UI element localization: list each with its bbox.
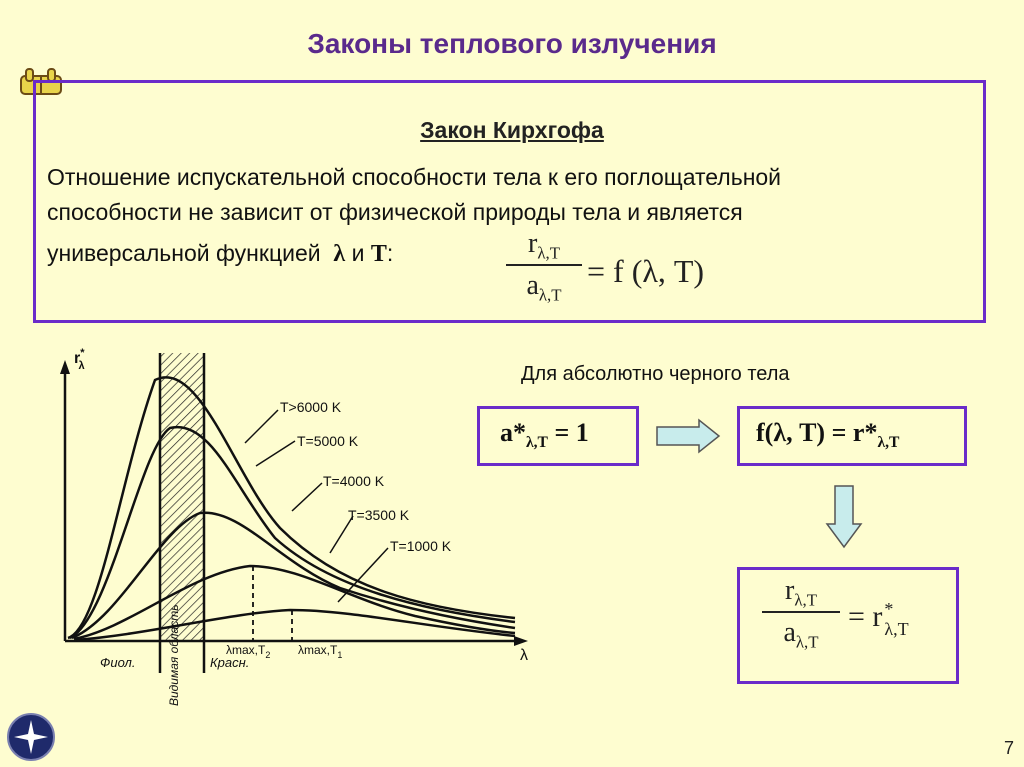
kirchhoff-fraction: rλ,T aλ,T: [506, 228, 582, 305]
leader-T4000: [291, 482, 323, 512]
lambda-max-label-2: λmax,T2: [226, 643, 270, 660]
absorptivity-formula: a*λ,T = 1: [500, 418, 589, 452]
curve-T5000: [69, 425, 516, 640]
law-text-line-3: универсальной функцией λ и T:: [47, 240, 393, 268]
function-formula: f(λ, T) = r*λ,T: [756, 418, 900, 452]
curve-T3500: [73, 564, 516, 641]
function-box: [737, 406, 967, 466]
leader-T1000: [337, 547, 389, 603]
var-T: T: [370, 241, 387, 267]
law-title: Закон Кирхгофа: [420, 117, 604, 143]
page-number: 7: [1003, 738, 1014, 758]
curve-label-T1000: T=1000 K: [390, 538, 452, 554]
star-logo-icon: [7, 713, 55, 761]
region-red-label: Красн.: [210, 655, 249, 670]
result-rhs: = r * λ,T: [848, 599, 909, 640]
lambda-max-label-1: λmax,T1: [298, 643, 342, 660]
page-title: Законы теплового излучения: [307, 28, 717, 59]
y-axis-label: r* λ: [74, 347, 85, 372]
result-fraction: rλ,T aλ,T: [762, 575, 840, 652]
formula-denominator: aλ,T: [526, 269, 562, 305]
result-denominator: aλ,T: [783, 616, 819, 652]
result-numerator: rλ,T: [785, 575, 817, 610]
down-arrow-icon: [825, 485, 863, 549]
formula-rhs: = f (λ, T): [587, 253, 705, 289]
colon: :: [386, 240, 394, 266]
y-axis-arrow: [60, 360, 70, 374]
black-body-result-box: [737, 567, 959, 684]
absorptivity-box: [477, 406, 639, 466]
curve-label-T5000: T=5000 K: [297, 433, 359, 449]
law-text-line-3-prefix: универсальной функцией: [47, 240, 321, 266]
kirchhoff-law-box: [33, 80, 986, 323]
conj-and: и: [351, 240, 365, 266]
law-text-line-1: Отношение испускательной способности тел…: [47, 164, 782, 190]
right-arrow-icon: [656, 418, 721, 454]
planck-spectrum-graph: T>6000 K T=5000 K T=4000 K T=3500 K T=10…: [60, 347, 528, 706]
leader-T5000: [255, 440, 296, 467]
var-lambda: λ: [333, 241, 346, 267]
leader-T6000: [244, 409, 279, 444]
curve-T6000: [67, 376, 516, 640]
result-fraction-bar: [762, 610, 840, 613]
curve-label-T6000: T>6000 K: [280, 399, 342, 415]
region-violet-label: Фиол.: [100, 655, 135, 670]
formula-numerator: rλ,T: [528, 228, 560, 263]
law-text: Отношение испускательной способности тел…: [47, 160, 967, 230]
fraction-bar: [506, 263, 582, 266]
curve-label-T4000: T=4000 K: [323, 473, 385, 489]
curve-T1000: [75, 608, 516, 642]
black-body-caption: Для абсолютно черного тела: [521, 363, 790, 385]
curve-T4000: [71, 511, 516, 640]
curve-label-T3500: T=3500 K: [348, 507, 410, 523]
x-axis-label: λ: [520, 647, 528, 664]
law-text-line-2: способности не зависит от физической при…: [47, 199, 743, 225]
visible-band: [160, 353, 204, 641]
x-axis-arrow: [514, 636, 528, 646]
leader-T3500: [329, 515, 354, 554]
region-visible-label: Видимая область: [167, 604, 181, 706]
